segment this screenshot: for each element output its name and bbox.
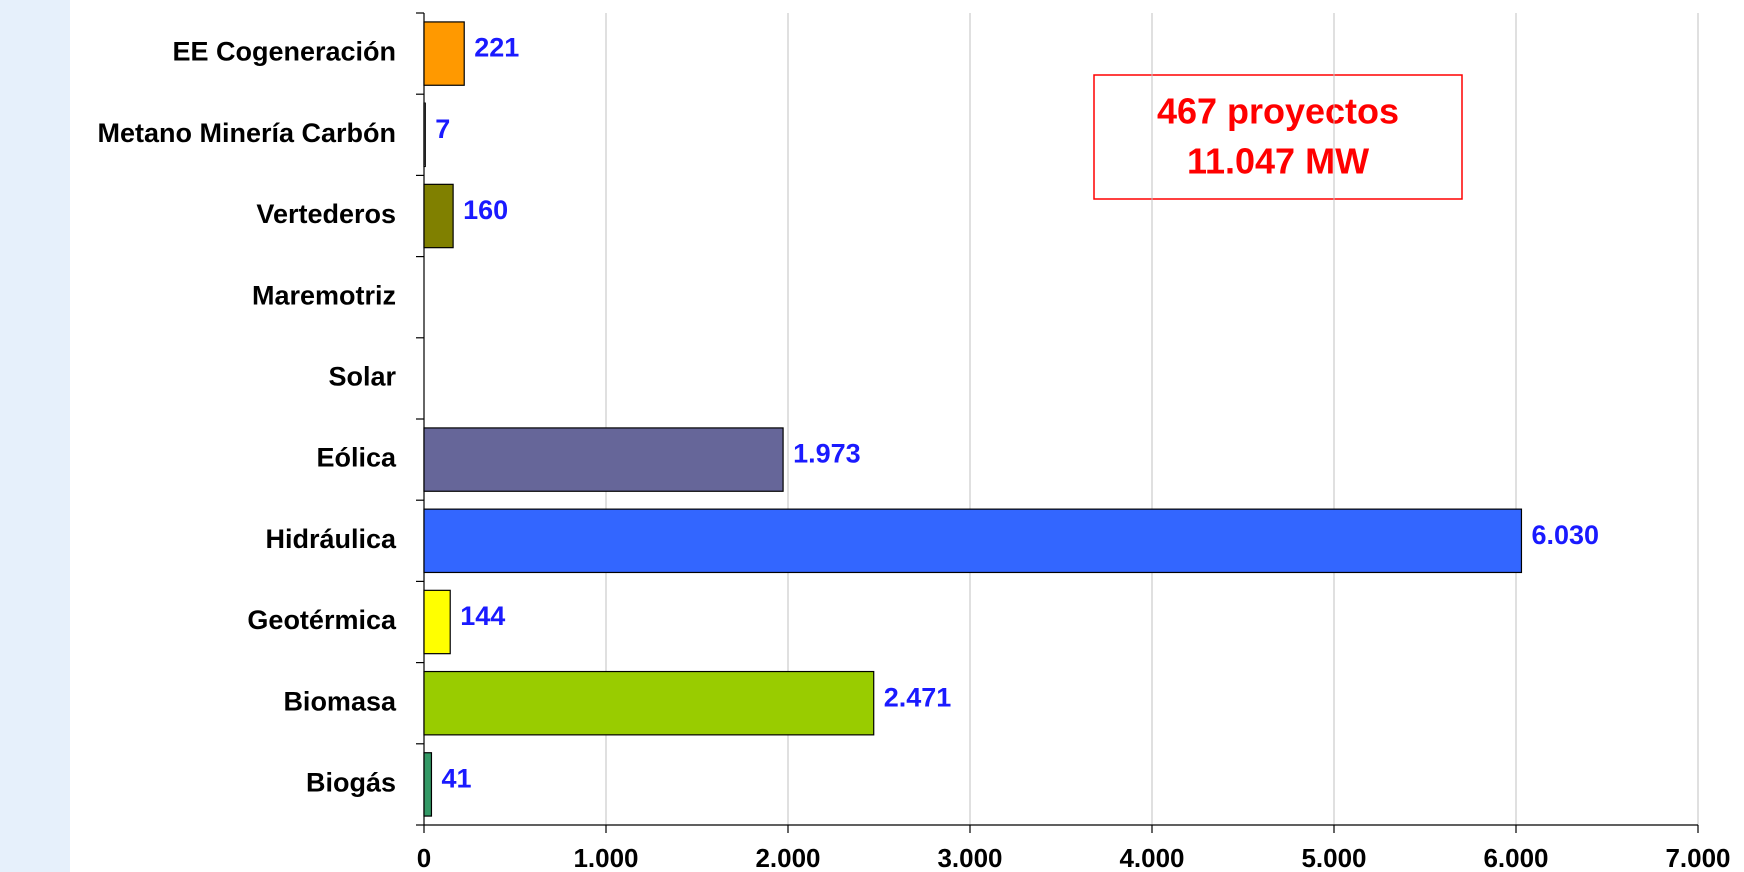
annotation-box bbox=[1093, 74, 1463, 200]
data-label: 2.471 bbox=[884, 682, 952, 712]
data-label: 41 bbox=[441, 764, 471, 794]
bar bbox=[423, 752, 433, 817]
data-label: 1.973 bbox=[793, 439, 861, 469]
background-logo bbox=[0, 0, 70, 872]
bar bbox=[423, 427, 784, 492]
data-label: 160 bbox=[463, 195, 508, 225]
x-tick-label: 5.000 bbox=[1301, 843, 1366, 872]
annotation: 11.047 MW bbox=[1187, 141, 1369, 182]
x-tick-label: 1.000 bbox=[573, 843, 638, 872]
bar bbox=[423, 670, 875, 736]
data-label: 7 bbox=[435, 114, 450, 144]
y-tick-label: Biogás bbox=[306, 768, 396, 798]
y-tick-label: Maremotriz bbox=[252, 280, 396, 310]
y-tick-label: Vertederos bbox=[256, 199, 396, 229]
x-tick-label: 2.000 bbox=[755, 843, 820, 872]
y-tick-label: EE Cogeneración bbox=[172, 37, 396, 67]
annotation: 467 proyectos bbox=[1157, 91, 1399, 132]
x-tick-label: 3.000 bbox=[937, 843, 1002, 872]
x-tick-label: 4.000 bbox=[1119, 843, 1184, 872]
y-tick-label: Eólica bbox=[316, 443, 397, 473]
bar bbox=[423, 183, 454, 249]
data-label: 221 bbox=[474, 33, 519, 63]
data-label: 144 bbox=[460, 601, 505, 631]
y-tick-label: Hidráulica bbox=[265, 524, 397, 554]
bar bbox=[423, 589, 451, 655]
bar bbox=[423, 102, 426, 168]
x-tick-label: 7.000 bbox=[1665, 843, 1730, 872]
data-label: 6.030 bbox=[1531, 520, 1599, 550]
y-tick-label: Geotérmica bbox=[247, 605, 397, 635]
x-tick-label: 6.000 bbox=[1483, 843, 1548, 872]
y-tick-label: Metano Minería Carbón bbox=[97, 118, 396, 148]
y-tick-label: Solar bbox=[328, 362, 396, 392]
bar bbox=[423, 508, 1523, 574]
bar bbox=[423, 21, 465, 86]
y-tick-label: Biomasa bbox=[283, 686, 397, 716]
x-tick-label: 0 bbox=[417, 843, 431, 872]
